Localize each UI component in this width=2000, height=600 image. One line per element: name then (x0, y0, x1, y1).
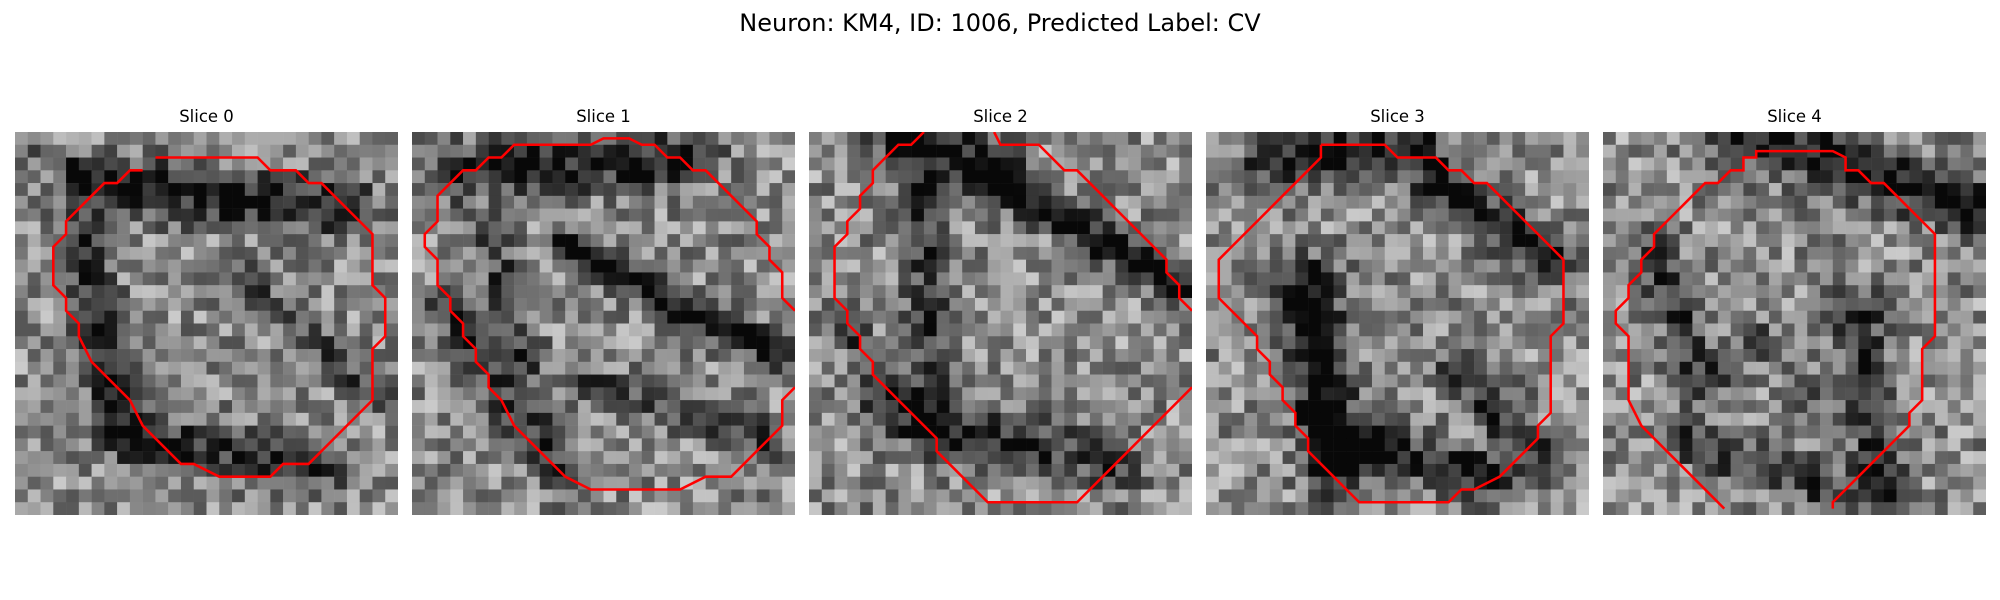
slice-image-1 (412, 132, 795, 515)
slice-image-2 (809, 132, 1192, 515)
slice-title: Slice 3 (1370, 107, 1425, 126)
slice-image-0 (15, 132, 398, 515)
figure-title: Neuron: KM4, ID: 1006, Predicted Label: … (739, 9, 1261, 37)
grayscale-pixels (412, 132, 795, 515)
cell-outline (1614, 149, 1937, 510)
slice-title: Slice 4 (1767, 107, 1822, 126)
slice-title: Slice 2 (973, 107, 1028, 126)
cell-outline (833, 132, 1192, 504)
cell-outline-lower (423, 143, 795, 491)
cell-outline (1217, 143, 1565, 504)
grayscale-pixels (809, 132, 1192, 515)
cell-outline (52, 156, 387, 478)
slice-panel-0: Slice 0 (15, 106, 398, 515)
slice-panel-4: Slice 4 (1603, 106, 1986, 515)
grayscale-pixels (15, 132, 398, 515)
cell-outline-upper (992, 132, 1192, 312)
slice-panel-1: Slice 1 (412, 106, 795, 515)
slice-panel-3: Slice 3 (1206, 106, 1589, 515)
slice-title: Slice 1 (576, 107, 631, 126)
slice-image-3 (1206, 132, 1589, 515)
grayscale-pixels (1603, 132, 1986, 515)
grayscale-pixels (1206, 132, 1589, 515)
slice-panel-2: Slice 2 (809, 106, 1192, 515)
slice-title: Slice 0 (179, 107, 234, 126)
cell-outline (552, 137, 795, 312)
slice-image-4 (1603, 132, 1986, 515)
